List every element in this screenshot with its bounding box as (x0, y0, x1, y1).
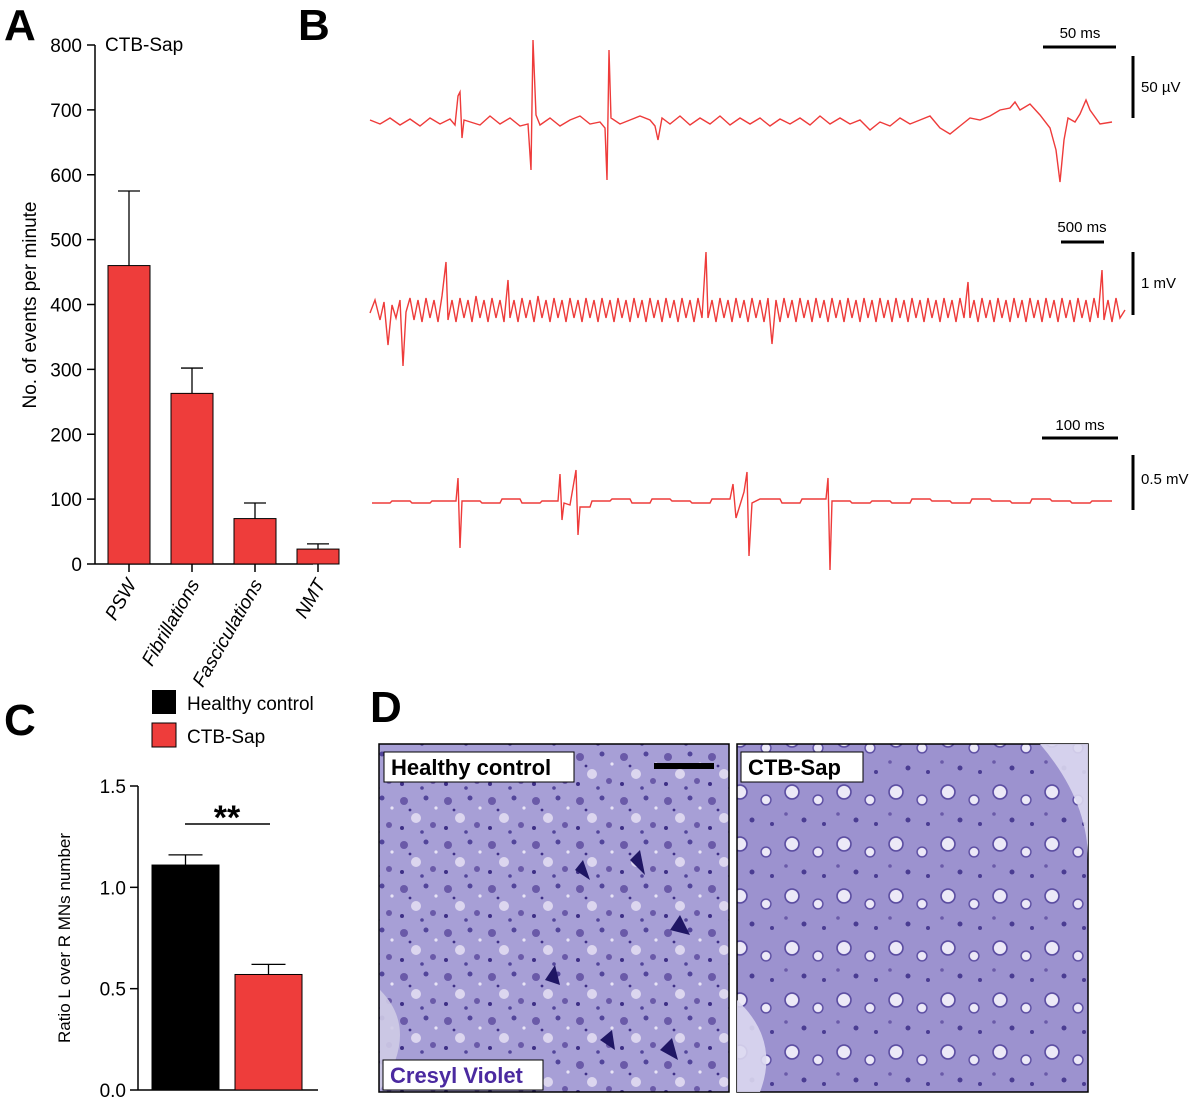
trace-3-amp-label: 0.5 mV (1141, 471, 1189, 488)
chart-a-title: CTB-Sap (105, 35, 183, 56)
legend-swatch-ctb-sap (151, 722, 177, 748)
trace-1-time-label: 50 ms (1060, 25, 1101, 42)
emg-trace-2 (369, 251, 1126, 367)
chart-a-y-tick-label: 200 (50, 425, 82, 446)
chart-a-y-tick-label: 100 (50, 490, 82, 511)
emg-trace-3 (372, 469, 1112, 571)
micrograph-healthy-control: Healthy control Cresyl Violet (378, 743, 730, 1093)
chart-a-y-tick-label: 600 (50, 166, 82, 187)
panel-b-letter: B (298, 1, 330, 50)
chart-a-y-label: No. of events per minute (20, 202, 41, 409)
chart-c-y-label: Ratio L over R MNs number (55, 833, 74, 1043)
chart-a-y-tick-label: 0 (71, 555, 82, 576)
trace-2-amp-label: 1 mV (1141, 275, 1176, 292)
chart-a-y-tick-label: 300 (50, 360, 82, 381)
trace-1-amp-label: 50 µV (1141, 79, 1181, 96)
chart-a-bar (170, 392, 214, 565)
panel-c-letter: C (4, 696, 36, 745)
chart-c-y-tick-label: 0.5 (100, 980, 126, 1001)
emg-trace-1 (369, 39, 1113, 183)
chart-c: Ratio L over R MNs number Healthy contro… (55, 690, 318, 1102)
panel-d-letter: D (370, 683, 402, 732)
chart-c-bar (234, 973, 303, 1091)
chart-a-x-tick-label: Fibrillations (138, 576, 204, 670)
legend-swatch-healthy-control (152, 690, 176, 714)
chart-c-y-tick-label: 1.0 (100, 878, 126, 899)
emg-traces: 50 ms 50 µV 500 ms 1 mV 100 ms 0.5 mV (369, 25, 1189, 571)
chart-a-bar (296, 548, 340, 565)
micrograph-ctb-sap: CTB-Sap (736, 743, 1089, 1093)
stain-label: Cresyl Violet (390, 1063, 524, 1088)
chart-c-bar (151, 864, 220, 1091)
chart-a-y-tick-label: 800 (50, 36, 82, 57)
chart-c-y-tick-label: 1.5 (100, 777, 126, 798)
micrograph-right-label: CTB-Sap (748, 755, 841, 780)
chart-a-x-tick-label: PSW (102, 574, 143, 624)
trace-3-time-label: 100 ms (1055, 417, 1104, 434)
chart-a-y-tick-label: 700 (50, 101, 82, 122)
significance-marker: ** (214, 799, 241, 837)
trace-2-time-label: 500 ms (1057, 219, 1106, 236)
panel-a-letter: A (4, 1, 36, 50)
chart-a-bar (107, 265, 151, 565)
legend-label-ctb-sap: CTB-Sap (187, 727, 265, 748)
chart-a-bar (233, 518, 277, 565)
legend-label-healthy-control: Healthy control (187, 694, 314, 715)
chart-c-y-tick-label: 0.0 (100, 1081, 126, 1102)
chart-a-x-tick-label: NMT (292, 575, 331, 622)
micrograph-left-label: Healthy control (391, 755, 551, 780)
chart-a-x-tick-label: Fasciculations (189, 576, 268, 691)
chart-a-y-tick-label: 500 (50, 231, 82, 252)
chart-a-y-tick-label: 400 (50, 296, 82, 317)
chart-a: CTB-Sap No. of events per minute 0 100 200… (20, 35, 340, 691)
